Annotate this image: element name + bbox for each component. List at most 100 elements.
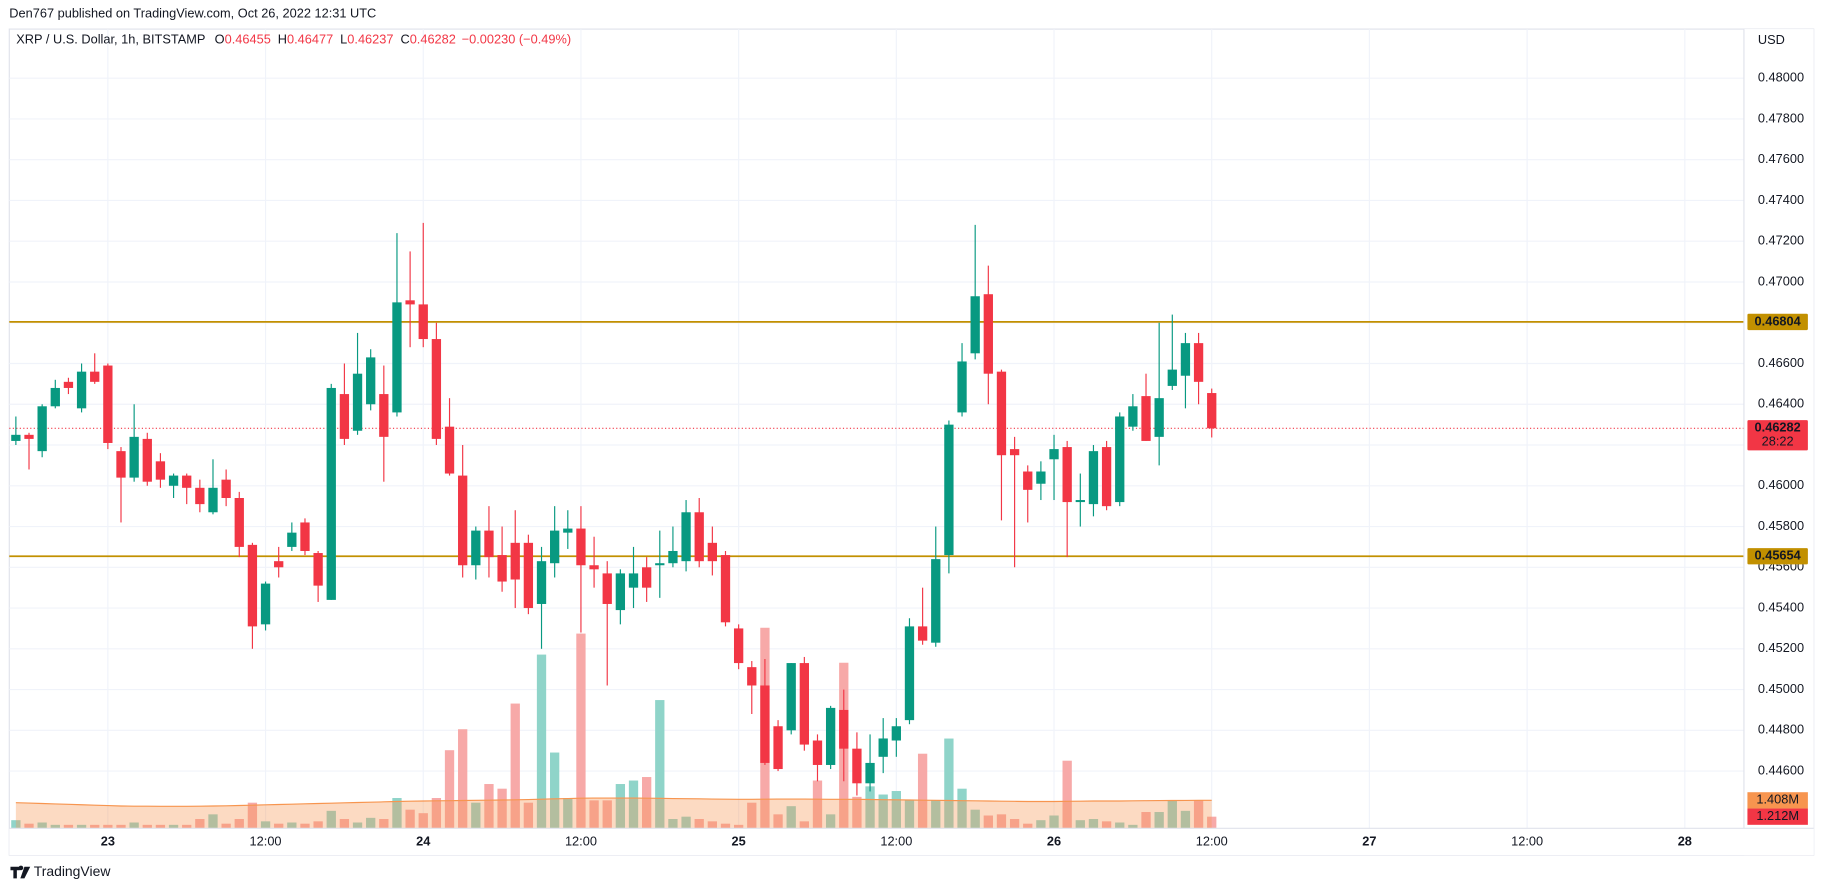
volume-bar xyxy=(1167,800,1177,829)
volume-bar xyxy=(1193,800,1204,829)
volume-bar xyxy=(523,802,534,829)
candle-body xyxy=(326,387,336,600)
candle-body xyxy=(865,762,875,784)
y-tick-label: 0.44600 xyxy=(1758,762,1804,777)
candle-body xyxy=(799,663,809,745)
volume-ma-label: 1.408M xyxy=(1756,792,1799,807)
volume-bar xyxy=(576,633,586,829)
volume-bar xyxy=(471,802,481,829)
volume-bar xyxy=(129,822,139,829)
volume-bar xyxy=(1062,760,1072,829)
candle-body xyxy=(970,296,980,354)
volume-bar xyxy=(878,794,888,829)
volume-bar xyxy=(260,821,271,829)
y-tick-label: 0.44800 xyxy=(1758,722,1804,737)
volume-bar xyxy=(405,809,415,829)
candle-body xyxy=(260,583,271,625)
volume-bar xyxy=(234,819,244,829)
y-tick-label: 0.46400 xyxy=(1758,396,1804,411)
volume-bar xyxy=(589,800,599,829)
volume-bar xyxy=(366,817,376,829)
y-tick-label: 0.47800 xyxy=(1758,110,1804,125)
candle-body xyxy=(694,512,704,562)
candle-body xyxy=(917,626,928,641)
y-tick-label: 0.47200 xyxy=(1758,233,1804,248)
candle-body xyxy=(37,406,47,452)
volume-bar xyxy=(550,752,560,829)
volume-bar xyxy=(444,750,455,829)
y-tick-label: 0.47400 xyxy=(1758,192,1804,207)
candle-body xyxy=(1115,416,1125,503)
candle-body xyxy=(602,573,612,604)
volume-label: 1.212M xyxy=(1756,808,1799,823)
candle-body xyxy=(681,512,691,562)
ohlc-key: C xyxy=(400,32,409,47)
candle-body xyxy=(931,559,941,643)
candle-body xyxy=(707,542,718,562)
candle-body xyxy=(247,544,258,627)
candle-body xyxy=(1167,369,1177,386)
volume-bar xyxy=(681,816,691,829)
volume-bar xyxy=(641,777,652,829)
candle-body xyxy=(641,567,652,588)
candle-body xyxy=(1023,471,1033,490)
candle-body xyxy=(24,434,34,439)
volume-ma-line xyxy=(15,797,1212,807)
x-tick-label: 27 xyxy=(1362,834,1376,849)
volume-bar xyxy=(1141,812,1151,829)
volume-bar xyxy=(352,822,363,829)
candle-body xyxy=(497,555,507,582)
candle-body xyxy=(720,555,731,623)
volume-bar xyxy=(1088,819,1099,829)
candle-body xyxy=(878,738,888,757)
candle-body xyxy=(182,475,192,488)
volume-bar xyxy=(1023,823,1033,829)
y-tick-label: 0.45200 xyxy=(1758,640,1804,655)
y-tick-label: 0.45800 xyxy=(1758,518,1804,533)
volume-bar xyxy=(1207,816,1217,829)
volume-bar xyxy=(983,815,993,829)
volume-bar xyxy=(668,819,678,829)
candle-body xyxy=(168,475,179,486)
volume-bar xyxy=(720,823,731,829)
candle-body xyxy=(550,530,560,564)
ohlc-value: 0.46455 xyxy=(225,32,271,47)
levels xyxy=(9,321,1744,558)
volume-bar xyxy=(1049,815,1059,829)
volume-bar xyxy=(865,786,875,829)
candle-body xyxy=(760,685,770,763)
candle-body xyxy=(852,748,862,784)
x-tick-label: 12:00 xyxy=(1196,834,1228,849)
candle-body xyxy=(733,628,744,664)
candle-body xyxy=(996,371,1007,456)
volume-bar xyxy=(208,814,218,829)
ohlc-key: L xyxy=(340,32,347,47)
volume-bar xyxy=(957,788,967,829)
volume-bar xyxy=(116,824,126,829)
bar-countdown: 28:22 xyxy=(1762,434,1794,449)
published-note: Den767 published on TradingView.com, Oct… xyxy=(9,5,376,20)
volume-bar xyxy=(812,780,823,829)
last-price-label: 0.46282 xyxy=(1755,420,1801,435)
volume-bar xyxy=(195,819,205,829)
volume-bar xyxy=(799,821,809,829)
candle-body xyxy=(234,498,244,547)
volume-bar xyxy=(50,824,60,829)
y-tick-label: 0.47600 xyxy=(1758,151,1804,166)
volume-bar xyxy=(392,798,402,829)
volume-bar xyxy=(1154,812,1164,829)
axes: 0.48000 0.47800 0.47600 0.47400 0.47200 0.470… xyxy=(101,70,1808,849)
candle-body xyxy=(405,300,415,305)
volume-bar xyxy=(497,788,507,829)
candle-body xyxy=(63,381,74,388)
candle-body xyxy=(589,565,599,570)
time-axis-area xyxy=(9,828,1814,856)
volume-bar xyxy=(1115,822,1125,829)
candle-body xyxy=(129,436,139,478)
volume-bar xyxy=(1036,820,1046,829)
candle-body xyxy=(1009,449,1020,456)
ohlc-key: H xyxy=(278,32,287,47)
x-tick-label: 12:00 xyxy=(565,834,597,849)
candle-body xyxy=(1154,398,1164,437)
candles xyxy=(11,222,1217,796)
